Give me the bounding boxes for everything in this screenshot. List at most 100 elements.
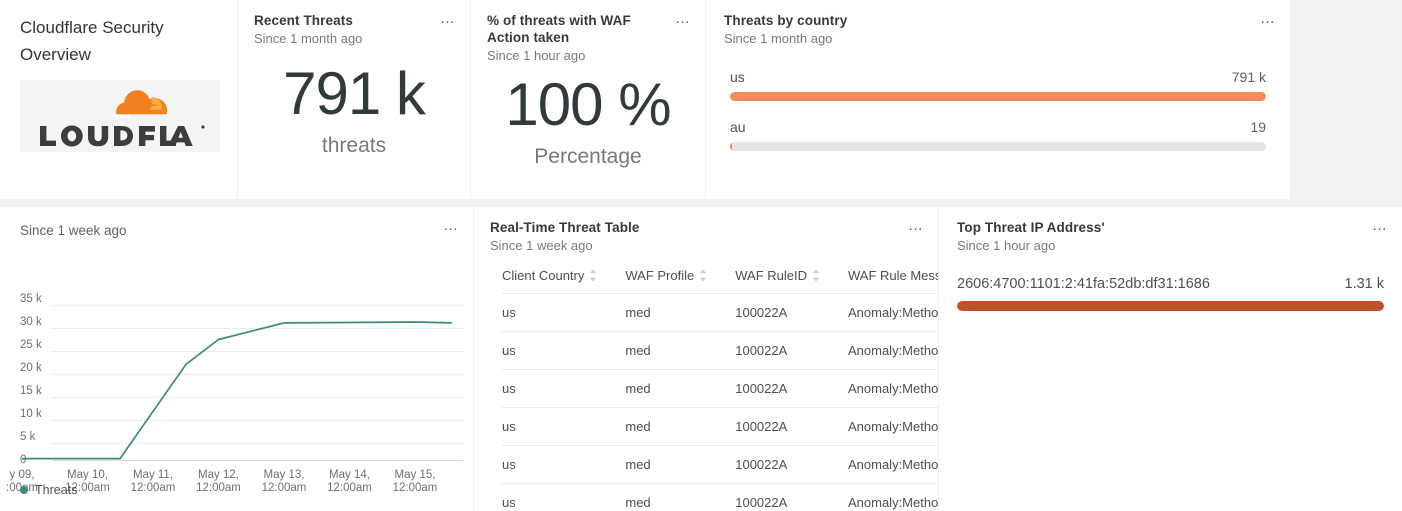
sort-toggle-icon[interactable] — [812, 269, 820, 282]
x-axis-tick-label: May 12, 12:00am — [196, 469, 241, 494]
table-cell: med — [597, 369, 708, 408]
table-cell: Anomaly:Method — [819, 369, 938, 408]
metric-label: Percentage — [534, 145, 642, 168]
table-cell: us — [502, 445, 598, 484]
y-axis-tick-label: 5 k — [20, 431, 36, 443]
panel-menu-icon[interactable]: … — [1260, 10, 1276, 27]
country-bar-track — [730, 92, 1266, 101]
panel-menu-icon[interactable]: … — [1372, 217, 1388, 234]
table-cell: med — [597, 331, 708, 370]
line-chart: 05 k10 k15 k20 k25 k30 k35 k y 09,:00amM… — [0, 249, 473, 494]
table-column-header[interactable]: Client Country — [502, 268, 597, 294]
table-cell: 100022A — [707, 293, 820, 332]
ip-bar-item[interactable]: 2606:4700:1101:2:41fa:52db:df31:1686 1.3… — [939, 276, 1402, 311]
table-cell: med — [597, 483, 708, 511]
panel-subtitle: Since 1 week ago — [490, 238, 593, 253]
panel-header: Recent Threats Since 1 month ago … — [238, 0, 470, 47]
panel-recent-threats: Recent Threats Since 1 month ago … 791 k… — [238, 0, 470, 199]
ip-count-value: 1.31 k — [1344, 276, 1385, 292]
table-row[interactable]: us med 100022A Anomaly:Method — [502, 331, 938, 370]
cloudflare-logo — [20, 80, 220, 152]
country-label: us — [730, 69, 745, 85]
country-value: 791 k — [1231, 69, 1266, 85]
metric-value: 791 k — [283, 60, 426, 127]
metric-label: threats — [321, 134, 387, 157]
chart-legend[interactable]: Threats — [20, 483, 77, 497]
gridline — [52, 397, 463, 398]
table-row[interactable]: us med 100022A Anomaly:Method — [502, 445, 938, 484]
table-column-label: WAF RuleID — [735, 268, 807, 283]
ip-address-label: 2606:4700:1101:2:41fa:52db:df31:1686 — [957, 276, 1210, 292]
table-cell: us — [502, 407, 598, 446]
table-cell: Anomaly:Method — [819, 331, 938, 370]
cloudflare-cloud-logo — [40, 90, 205, 147]
panel-header: Real-Time Threat Table Since 1 week ago … — [474, 207, 938, 254]
ip-bar-fill — [957, 301, 1384, 311]
table-cell: us — [502, 293, 598, 332]
legend-label: Threats — [35, 483, 78, 497]
table-row[interactable]: us med 100022A Anomaly:Method — [502, 293, 938, 332]
panel-top-threat-ip: Top Threat IP Address' Since 1 hour ago … — [939, 207, 1402, 511]
panel-waf-percentage: % of threats with WAF Action taken Since… — [471, 0, 705, 199]
panel-threats-timeseries: Since 1 week ago … 0 5 k 10 k 15 k 20 k 25 k 3… — [0, 207, 473, 511]
table-row[interactable]: us med 100022A Anomaly:Method — [502, 483, 938, 511]
y-axis-tick-label: 15 k — [20, 385, 42, 397]
country-bar-fill — [730, 92, 1266, 101]
table-column-header[interactable]: WAF Profile — [597, 268, 707, 294]
table-cell: med — [597, 293, 708, 332]
table-cell: us — [502, 369, 598, 408]
panel-subtitle: Since 1 month ago — [254, 31, 363, 46]
table-column-header[interactable]: WAF Rule Message — [820, 268, 938, 294]
country-bar-track — [730, 142, 1266, 151]
table-cell: 100022A — [707, 407, 820, 446]
table-header-row: Client Country WAF Profile WAF RuleID WAF R… — [502, 268, 938, 294]
table-cell: 100022A — [707, 483, 820, 511]
table-cell: 100022A — [707, 369, 820, 408]
table-row[interactable]: us med 100022A Anomaly:Method — [502, 369, 938, 408]
country-bar-item[interactable]: us 791 k — [706, 69, 1290, 101]
panel-subtitle: Since 1 month ago — [724, 31, 833, 46]
panel-menu-icon[interactable]: … — [908, 217, 924, 234]
y-axis-tick-label: 10 k — [20, 408, 42, 420]
chart-plot-area — [22, 321, 453, 460]
x-axis-tick-label: May 11, 12:00am — [130, 469, 176, 494]
x-axis-tick-label: May 15, 12:00am — [392, 469, 438, 494]
panel-header: Top Threat IP Address' Since 1 hour ago … — [939, 207, 1402, 254]
panel-title: Recent Threats — [254, 13, 353, 28]
country-bar-item[interactable]: au 19 — [706, 119, 1290, 151]
series-line-threats — [22, 321, 453, 460]
gridline — [52, 374, 463, 375]
table-cell: med — [597, 445, 708, 484]
panel-header: % of threats with WAF Action taken Since… — [471, 0, 705, 64]
table-column-header[interactable]: WAF RuleID — [707, 268, 820, 294]
y-axis-tick-label: 30 k — [20, 316, 42, 328]
gridline — [52, 351, 463, 352]
table-row[interactable]: us med 100022A Anomaly:Method — [502, 407, 938, 446]
table-cell: 100022A — [707, 331, 820, 370]
sort-toggle-icon[interactable] — [699, 269, 707, 282]
y-axis-tick-label: 35 k — [20, 293, 42, 305]
legend-color-dot — [20, 486, 28, 494]
table-column-label: Client Country — [502, 268, 585, 283]
x-axis-tick-label: May 10, 12:00am — [65, 469, 110, 494]
country-value: 19 — [1250, 119, 1266, 135]
table-cell: med — [597, 407, 708, 446]
panel-menu-icon[interactable]: … — [443, 217, 459, 234]
table-cell: us — [502, 483, 598, 511]
panel-title: % of threats with WAF Action taken — [487, 13, 631, 45]
x-axis-line — [52, 460, 463, 461]
table-cell: Anomaly:Method — [819, 445, 938, 484]
panel-subtitle: Since 1 hour ago — [487, 48, 586, 63]
table-cell: 100022A — [707, 445, 820, 484]
table-body: us med 100022A Anomaly:Method us med 100022A An… — [502, 293, 938, 511]
sort-toggle-icon[interactable] — [589, 269, 597, 282]
threat-table: Client Country WAF Profile WAF RuleID WAF R… — [502, 268, 938, 511]
panel-menu-icon[interactable]: … — [675, 10, 691, 27]
country-label: au — [730, 119, 746, 135]
table-column-label: WAF Profile — [625, 268, 695, 283]
y-axis-tick-label: 20 k — [20, 362, 42, 374]
panel-menu-icon[interactable]: … — [440, 10, 456, 27]
country-bar-fill — [730, 142, 732, 151]
x-axis-tick-label: May 14, 12:00am — [327, 469, 372, 494]
